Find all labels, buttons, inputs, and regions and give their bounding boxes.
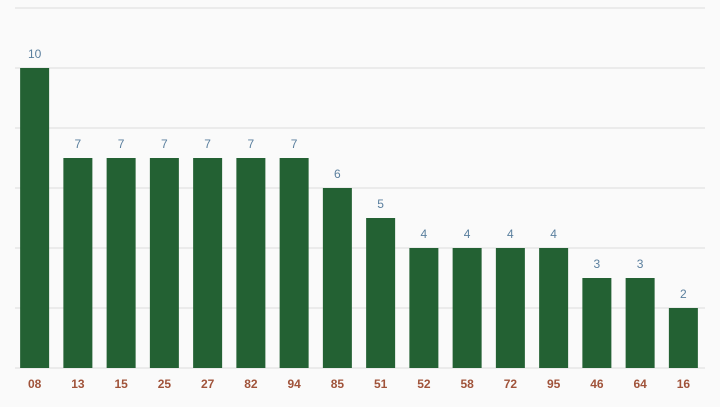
value-label: 7 xyxy=(204,137,211,151)
bar xyxy=(149,158,179,368)
bar xyxy=(409,248,439,368)
x-tick-label: 46 xyxy=(590,377,604,391)
value-label: 5 xyxy=(377,197,384,211)
x-tick-label: 15 xyxy=(114,377,128,391)
x-tick-label: 27 xyxy=(201,377,215,391)
value-label: 3 xyxy=(637,257,644,271)
bar xyxy=(366,218,396,368)
value-label: 4 xyxy=(464,227,471,241)
value-label: 3 xyxy=(594,257,601,271)
x-tick-label: 72 xyxy=(504,377,518,391)
bar xyxy=(193,158,223,368)
bar xyxy=(495,248,525,368)
x-tick-label: 16 xyxy=(677,377,691,391)
value-label: 2 xyxy=(680,287,687,301)
x-tick-label: 82 xyxy=(244,377,258,391)
x-tick-label: 58 xyxy=(460,377,474,391)
bar xyxy=(279,158,309,368)
x-tick-label: 85 xyxy=(331,377,345,391)
x-tick-label: 08 xyxy=(28,377,42,391)
bar xyxy=(322,188,352,368)
value-label: 7 xyxy=(75,137,82,151)
bar xyxy=(668,308,698,368)
value-label: 10 xyxy=(28,47,42,61)
bar xyxy=(63,158,93,368)
value-label: 6 xyxy=(334,167,341,181)
value-label: 4 xyxy=(507,227,514,241)
x-tick-label: 94 xyxy=(287,377,301,391)
value-label: 7 xyxy=(291,137,298,151)
bar xyxy=(106,158,136,368)
x-tick-label: 51 xyxy=(374,377,388,391)
value-label: 7 xyxy=(248,137,255,151)
bar xyxy=(452,248,482,368)
x-tick-label: 64 xyxy=(633,377,647,391)
value-label: 4 xyxy=(550,227,557,241)
x-tick-label: 95 xyxy=(547,377,561,391)
bar xyxy=(539,248,569,368)
value-label: 4 xyxy=(421,227,428,241)
x-tick-label: 13 xyxy=(71,377,85,391)
bar xyxy=(20,68,50,368)
x-tick-label: 25 xyxy=(158,377,172,391)
bar xyxy=(582,278,612,368)
value-label: 7 xyxy=(118,137,125,151)
value-label: 7 xyxy=(161,137,168,151)
x-tick-label: 52 xyxy=(417,377,431,391)
bar xyxy=(625,278,655,368)
bar xyxy=(236,158,266,368)
